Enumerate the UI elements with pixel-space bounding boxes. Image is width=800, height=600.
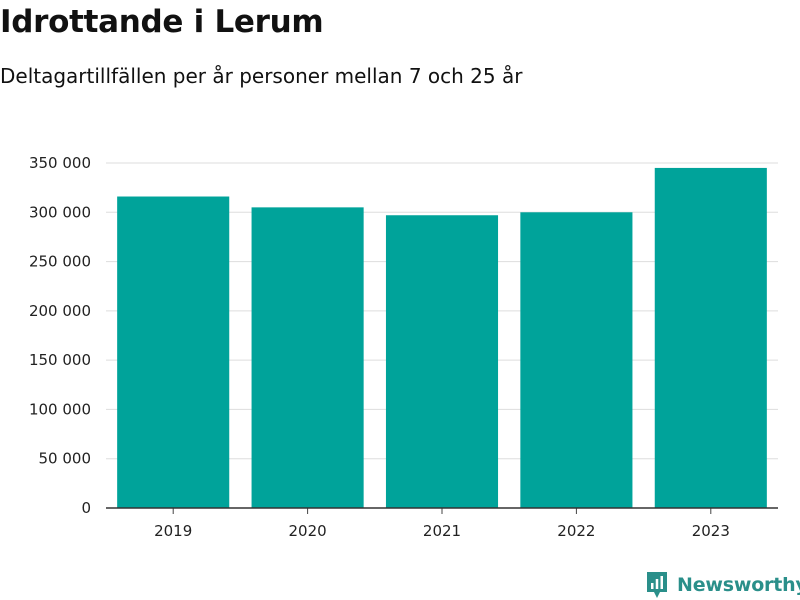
- bar-2020: [251, 207, 364, 508]
- y-tick-label: 250 000: [29, 253, 91, 271]
- bar-2021: [385, 215, 499, 508]
- y-tick-label: 0: [81, 499, 91, 517]
- axes: 0 50 000 100 000 150 000 200 000 250 000 300 0…: [29, 154, 778, 540]
- y-tick-label: 300 000: [29, 203, 91, 221]
- x-tick-label: 2019: [154, 522, 192, 540]
- chart-title: Idrottande i Lerum: [0, 4, 324, 40]
- bar-2022: [520, 212, 633, 509]
- y-tick-label: 50 000: [39, 450, 92, 468]
- bars: [117, 167, 767, 509]
- x-tick-label: 2020: [289, 522, 327, 540]
- y-tick-label: 350 000: [29, 154, 91, 172]
- bar-2019: [117, 196, 230, 508]
- x-tick-label: 2022: [557, 522, 595, 540]
- bar-2023: [654, 167, 767, 508]
- x-tick-label: 2021: [423, 522, 461, 540]
- brand-logo: Newsworthy: [645, 570, 800, 600]
- bar-chart: 0 50 000 100 000 150 000 200 000 250 000 300 0…: [29, 154, 778, 540]
- y-tick-label: 150 000: [29, 351, 91, 369]
- y-tick-label: 200 000: [29, 302, 91, 320]
- brand-name: Newsworthy: [677, 574, 800, 596]
- chart-subtitle: Deltagartillfällen per år personer mella…: [0, 64, 523, 88]
- y-tick-label: 100 000: [29, 400, 91, 418]
- newsworthy-logo-icon: [647, 572, 667, 598]
- x-tick-label: 2023: [692, 522, 730, 540]
